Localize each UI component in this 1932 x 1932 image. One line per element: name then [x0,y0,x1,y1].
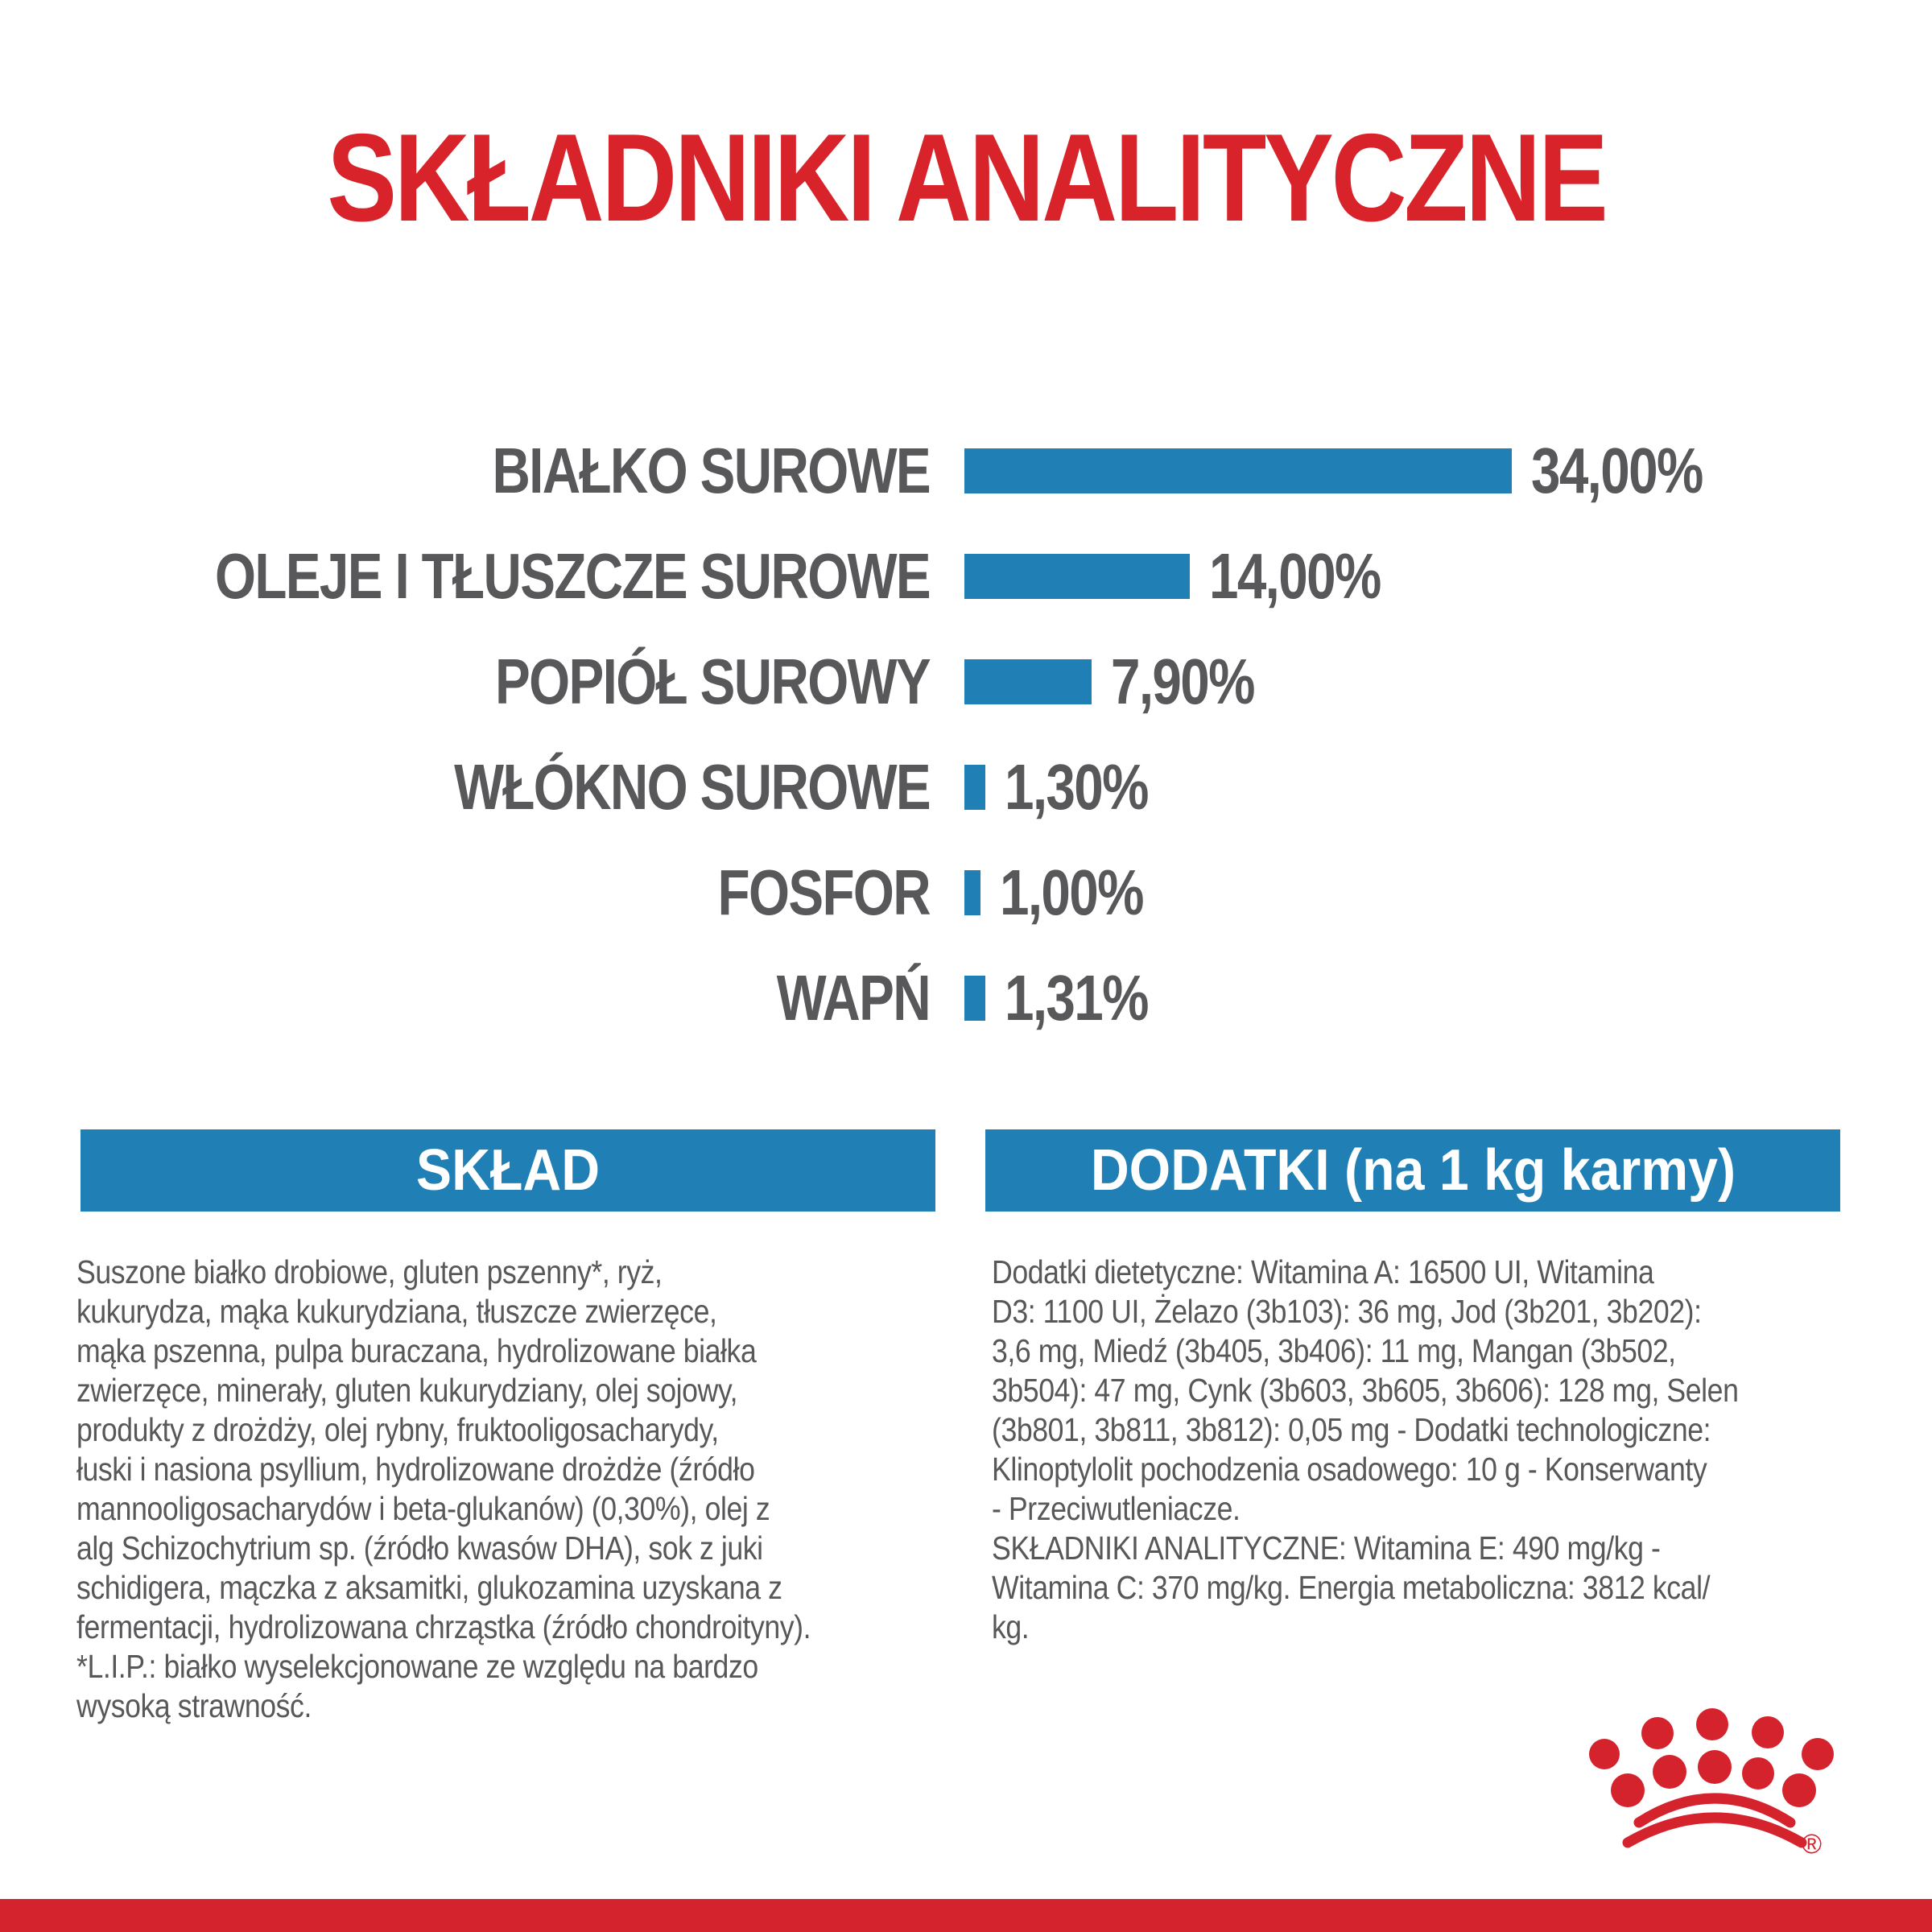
chart-row: FOSFOR 1,00% [0,857,1932,928]
chart-row: BIAŁKO SUROWE 34,00% [0,435,1932,506]
composition-header-text: SKŁAD [415,1138,601,1203]
chart-bar [964,554,1190,599]
chart-row-label: POPIÓŁ SUROWY [495,646,931,717]
chart-bar [964,765,985,810]
composition-header-banner: SKŁAD [80,1129,935,1212]
chart-value-label: 34,00% [1531,435,1703,506]
registered-trademark: ® [1802,1829,1822,1860]
chart-row-label: FOSFOR [717,857,931,928]
chart-value-label: 7,90% [1111,646,1255,717]
royal-canin-crown-logo-icon: ® [1589,1708,1834,1860]
crown-base-arcs [1622,1793,1807,1848]
additives-header-text: DODATKI (na 1 kg karmy) [1090,1138,1736,1203]
chart-row-label: WAPŃ [776,962,931,1034]
chart-value-label: 1,30% [1005,751,1149,823]
additives-body-text: Dodatki dietetyczne: Witamina A: 16500 U… [992,1253,1739,1645]
chart-row: OLEJE I TŁUSZCZE SUROWE 14,00% [0,540,1932,612]
chart-bar [964,659,1092,704]
chart-bar [964,448,1512,493]
chart-row-label: BIAŁKO SUROWE [492,435,931,506]
composition-body-text: Suszone białko drobiowe, gluten pszenny*… [76,1253,811,1724]
chart-bar [964,870,980,915]
bottom-red-band [0,1899,1932,1932]
chart-row: WAPŃ 1,31% [0,962,1932,1034]
chart-row: WŁÓKNO SUROWE 1,30% [0,751,1932,823]
additives-header-banner: DODATKI (na 1 kg karmy) [985,1129,1840,1212]
chart-row-label: OLEJE I TŁUSZCZE SUROWE [214,540,931,612]
crown-dots [1589,1708,1834,1807]
chart-bar [964,976,986,1021]
chart-row-label: WŁÓKNO SUROWE [454,751,931,823]
chart-value-label: 1,31% [1005,962,1149,1034]
chart-row: POPIÓŁ SUROWY 7,90% [0,646,1932,717]
chart-value-label: 1,00% [1000,857,1144,928]
page-title: SKŁADNIKI ANALITYCZNE [0,106,1932,250]
page-title-text: SKŁADNIKI ANALITYCZNE [326,107,1608,247]
chart-value-label: 14,00% [1209,540,1381,612]
